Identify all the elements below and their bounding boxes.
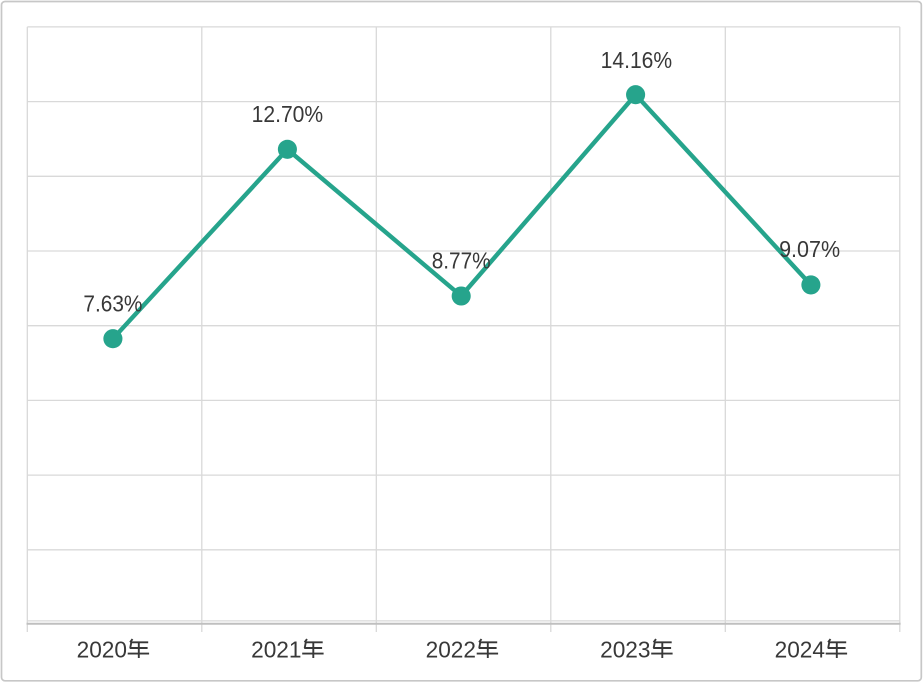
svg-text:2020: 2020: [77, 637, 127, 663]
svg-text:9.07%: 9.07%: [779, 236, 840, 262]
svg-text:12.70%: 12.70%: [252, 101, 324, 127]
svg-text:2022: 2022: [426, 637, 476, 663]
svg-text:7.63%: 7.63%: [83, 291, 142, 317]
svg-text:2024: 2024: [775, 637, 825, 663]
svg-text:2021: 2021: [251, 637, 301, 663]
svg-text:2023: 2023: [600, 637, 650, 663]
svg-text:8.77%: 8.77%: [432, 248, 491, 274]
svg-text:14.16%: 14.16%: [601, 47, 673, 73]
